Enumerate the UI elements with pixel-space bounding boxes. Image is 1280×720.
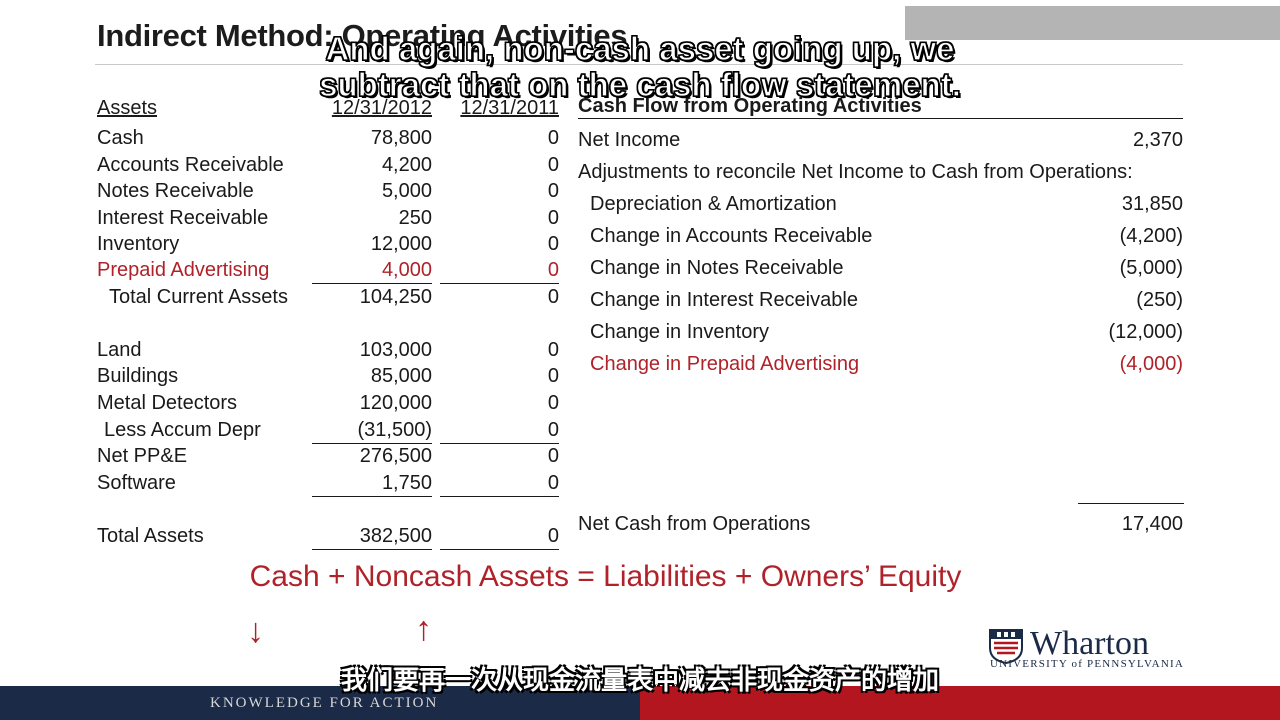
adjustment-value: (12,000) xyxy=(1108,321,1184,343)
bs-row-label: Less Accum Depr xyxy=(104,419,261,441)
footer-bar-navy xyxy=(0,686,640,720)
accounting-equation: Cash + Noncash Assets = Liabilities + Ow… xyxy=(249,560,962,593)
footer-bar-red xyxy=(640,686,1280,720)
down-arrow-icon: ↓ xyxy=(247,612,264,650)
bs-row-value-2012-highlight: 4,000 xyxy=(312,257,432,284)
bs-row-label: Metal Detectors xyxy=(97,392,238,414)
bs-row-value-2012-total: 382,500 xyxy=(312,523,432,550)
bs-row-label-highlight: Prepaid Advertising xyxy=(97,259,270,281)
adjustment-value: (4,200) xyxy=(1119,225,1183,247)
bs-row-value-2011-highlight: 0 xyxy=(440,257,559,284)
bs-row-value-2011: 0 xyxy=(547,286,559,308)
adjustments-label: Adjustments to reconcile Net Income to C… xyxy=(578,161,1133,183)
bs-row-value-2012: 276,500 xyxy=(359,445,432,467)
bs-row-label: Software xyxy=(97,472,176,494)
bs-row-value-2012: 78,800 xyxy=(370,127,432,149)
wharton-shield-icon xyxy=(989,629,1023,664)
bs-row-value-2012: 103,000 xyxy=(359,339,432,361)
adjustment-label: Change in Notes Receivable xyxy=(590,257,844,279)
bs-row-label: Accounts Receivable xyxy=(97,154,284,176)
subtitle-chinese: 我们要再一次从现金流量表中减去非现金资产的增加 xyxy=(340,665,939,695)
bs-row-value-2011: 0 xyxy=(547,207,559,229)
assets-header: Assets xyxy=(97,97,158,119)
subtitle-english-line-1: And again, non-cash asset going up, we xyxy=(325,29,955,67)
bs-row-value-2011: 0 xyxy=(440,470,559,497)
adjustment-value: 31,850 xyxy=(1121,193,1183,215)
bs-row-value-2012: 1,750 xyxy=(312,470,432,497)
net-cash-sum-rule xyxy=(1078,503,1184,504)
adjustment-label: Change in Accounts Receivable xyxy=(590,225,873,247)
wharton-logo-subtitle: UNIVERSITY of PENNSYLVANIA xyxy=(990,658,1184,670)
bs-row-value-2011: 0 xyxy=(547,445,559,467)
bs-row-value-2011: 0 xyxy=(547,180,559,202)
bs-row-value-2012: 12,000 xyxy=(370,233,432,255)
bs-row-value-2011: 0 xyxy=(547,392,559,414)
adjustment-value: (250) xyxy=(1136,289,1183,311)
bs-row-value-2011: 0 xyxy=(547,339,559,361)
net-income-value: 2,370 xyxy=(1132,129,1183,151)
bs-row-value-2012: 4,200 xyxy=(381,154,432,176)
col-2012-header: 12/31/2012 xyxy=(331,97,432,119)
bs-row-value-2011: 0 xyxy=(547,154,559,176)
adjustment-label: Change in Interest Receivable xyxy=(590,289,858,311)
bs-row-label: Interest Receivable xyxy=(97,207,269,229)
bs-row-label: Inventory xyxy=(97,233,180,255)
bs-row-label: Buildings xyxy=(97,365,179,387)
top-right-banner xyxy=(905,6,1280,40)
bs-row-label: Cash xyxy=(97,127,144,149)
wharton-logo-wordmark: Wharton xyxy=(1030,625,1149,662)
adjustment-label: Depreciation & Amortization xyxy=(590,193,837,215)
cash-flow-header-rule xyxy=(578,118,1183,119)
bs-row-value-2012: 120,000 xyxy=(359,392,432,414)
bs-row-label-total: Total Assets xyxy=(97,525,204,547)
bs-row-value-2011: 0 xyxy=(547,127,559,149)
bs-row-value-2011: 0 xyxy=(547,365,559,387)
bs-row-value-2012: 5,000 xyxy=(381,180,432,202)
footer-tagline: KNOWLEDGE FOR ACTION xyxy=(210,695,439,711)
net-cash-label: Net Cash from Operations xyxy=(578,513,811,535)
adjustment-label: Change in Inventory xyxy=(590,321,770,343)
bs-row-label: Land xyxy=(97,339,142,361)
bs-row-label-subtotal: Total Current Assets xyxy=(109,286,288,308)
adjustment-value-highlight: (4,000) xyxy=(1119,353,1183,375)
bs-row-value-2012: (31,500) xyxy=(312,417,432,444)
col-2011-header: 12/31/2011 xyxy=(460,97,559,119)
bs-row-value-2011: 0 xyxy=(547,233,559,255)
bs-row-value-2011-total: 0 xyxy=(440,523,559,550)
net-income-label: Net Income xyxy=(578,129,681,151)
adjustment-label-highlight: Change in Prepaid Advertising xyxy=(590,353,860,375)
bs-row-value-2011: 0 xyxy=(440,417,559,444)
bs-row-label: Notes Receivable xyxy=(97,180,254,202)
bs-row-value-2012: 85,000 xyxy=(370,365,432,387)
bs-row-value-2012: 104,250 xyxy=(359,286,432,308)
subtitle-english-line-2: subtract that on the cash flow statement… xyxy=(319,65,962,103)
adjustment-value: (5,000) xyxy=(1119,257,1183,279)
bs-row-label: Net PP&E xyxy=(97,445,188,467)
net-cash-value: 17,400 xyxy=(1121,513,1183,535)
title-divider xyxy=(95,64,1183,65)
bs-row-value-2012: 250 xyxy=(398,207,432,229)
up-arrow-icon: ↑ xyxy=(415,610,432,648)
slide-title: Indirect Method: Operating Activities xyxy=(97,18,628,53)
cash-flow-header: Cash Flow from Operating Activities xyxy=(578,95,922,117)
